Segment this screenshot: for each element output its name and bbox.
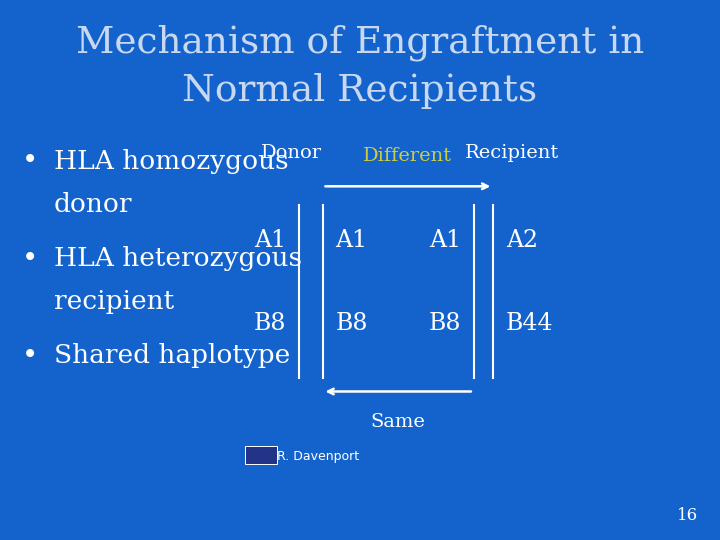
Text: 16: 16 <box>678 507 698 524</box>
Text: Mechanism of Engraftment in: Mechanism of Engraftment in <box>76 24 644 61</box>
Text: •: • <box>22 148 38 176</box>
Text: B8: B8 <box>336 313 368 335</box>
Text: Normal Recipients: Normal Recipients <box>182 73 538 109</box>
Text: Different: Different <box>364 147 452 165</box>
FancyBboxPatch shape <box>245 446 277 464</box>
Text: B44: B44 <box>506 313 554 335</box>
Text: B8: B8 <box>428 313 461 335</box>
Text: B8: B8 <box>253 313 286 335</box>
Text: A2: A2 <box>506 229 539 252</box>
Text: Donor: Donor <box>261 144 322 162</box>
Text: A1: A1 <box>253 229 286 252</box>
Text: recipient: recipient <box>54 289 174 314</box>
Text: HLA heterozygous: HLA heterozygous <box>54 246 302 271</box>
Text: •: • <box>22 343 38 370</box>
Text: Shared haplotype: Shared haplotype <box>54 343 290 368</box>
Text: HLA homozygous: HLA homozygous <box>54 148 289 173</box>
Text: Recipient: Recipient <box>465 144 559 162</box>
Text: •: • <box>22 246 38 273</box>
Text: Same: Same <box>371 413 426 431</box>
Text: donor: donor <box>54 192 132 217</box>
Text: A1: A1 <box>428 229 461 252</box>
Text: A1: A1 <box>336 229 368 252</box>
Text: R. Davenport: R. Davenport <box>277 450 359 463</box>
